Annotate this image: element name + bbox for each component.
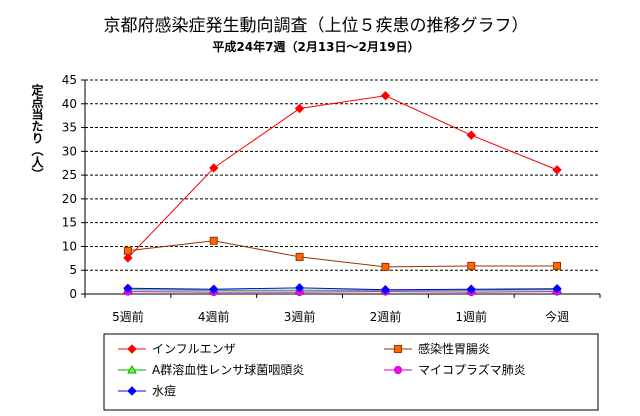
data-point [466,130,476,140]
data-point [552,284,562,294]
legend-item: A群溶血性レンサ球菌咽頭炎 [118,362,304,377]
series-line [127,95,558,259]
x-tick-label: 1週前 [455,309,487,324]
legend-marker [127,386,137,396]
legend-item: インフルエンザ [118,342,236,356]
legend-label: マイコプラズマ肺炎 [418,362,526,377]
y-tick-label: 25 [62,168,77,182]
x-axis-ticks: 5週前 4週前 3週前 2週前 1週前 今週 [84,294,601,324]
series-5 [123,283,562,295]
series-line [127,287,558,291]
y-tick-label: 15 [62,216,77,230]
data-point [294,283,305,293]
legend-label: A群溶血性レンサ球菌咽頭炎 [152,362,304,377]
y-axis-ticks: 0 5 10 15 20 25 30 35 40 45 [62,73,85,301]
x-tick-label: 2週前 [370,309,402,324]
legend-marker [394,345,402,353]
data-point [467,261,476,270]
data-point [552,165,562,175]
legend-label: 感染性胃腸炎 [418,341,490,356]
y-tick-label: 30 [62,144,77,158]
legend-box [103,333,599,411]
x-tick-label: 4週前 [198,309,230,324]
legend-item: 水痘 [118,383,176,398]
x-tick-label: 3週前 [284,309,316,324]
grid [85,79,600,271]
data-point [123,246,132,255]
x-tick-label: 5週前 [112,309,144,324]
data-point [380,90,391,101]
legend-marker [394,366,402,374]
data-point [380,285,391,295]
data-point [209,236,218,245]
legend-item: マイコプラズマ肺炎 [384,362,526,377]
y-tick-label: 10 [62,239,77,253]
data-point [123,253,133,263]
y-tick-label: 0 [69,287,77,301]
y-axis-label: 定点当たり（人） [30,83,44,180]
y-tick-label: 20 [62,192,77,206]
series-group [123,90,562,297]
legend-item: 感染性胃腸炎 [384,341,490,356]
data-point [295,252,304,261]
chart-title: 京都府感染症発生動向調査（上位５疾患の推移グラフ） [104,16,529,36]
y-tick-label: 35 [62,121,77,135]
y-tick-label: 40 [62,97,77,111]
series-2 [123,236,562,271]
chart-subtitle: 平成24年7週（2月13日～2月19日） [212,39,419,54]
legend-label: インフルエンザ [152,342,236,356]
data-point [209,284,219,294]
legend-label: 水痘 [152,383,176,398]
legend-marker [127,344,137,354]
series-1 [123,90,562,263]
legend-marker [127,364,137,374]
data-point [123,283,133,294]
y-tick-label: 45 [62,73,77,87]
x-tick-label: 今週 [545,309,569,324]
data-point [209,163,219,173]
y-tick-label: 5 [69,263,77,277]
data-point [381,262,390,271]
series-line [127,240,558,268]
data-point [553,261,562,270]
data-point [294,103,305,114]
data-point [466,284,476,294]
